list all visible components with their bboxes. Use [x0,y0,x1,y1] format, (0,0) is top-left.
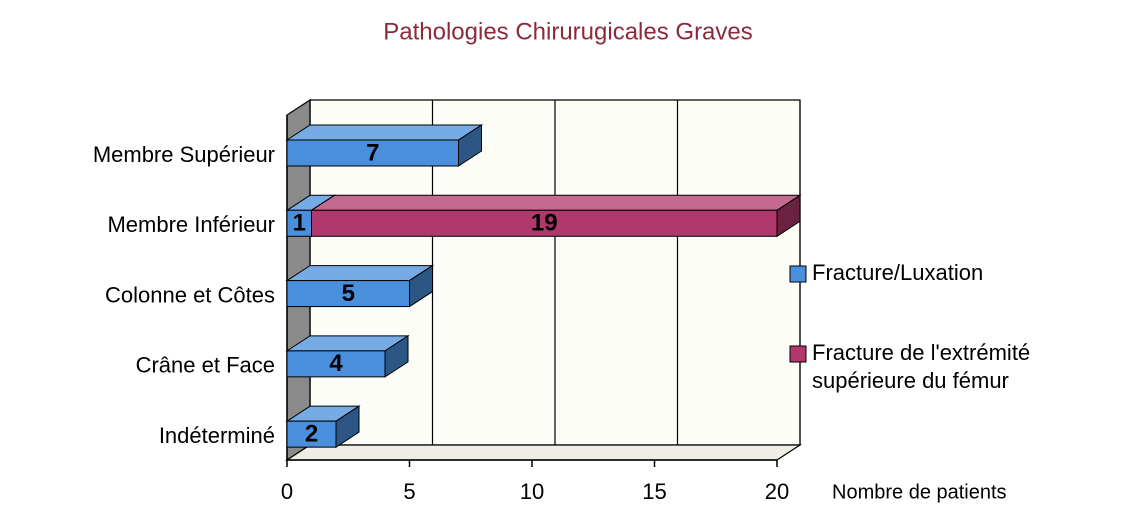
bar-top [309,194,802,211]
x-tick-label: 20 [765,479,789,504]
x-tick-label: 0 [281,479,293,504]
bar-front [286,209,312,237]
legend-swatch [789,345,807,363]
bar [285,124,484,167]
data-label: 7 [366,139,379,166]
data-label: 1 [293,210,306,237]
bar-front [311,209,778,237]
y-tick-label: Indéterminé [159,423,275,448]
y-tick-label: Colonne et Côtes [105,282,275,307]
bar-top [285,124,484,141]
data-label: 2 [305,421,318,448]
x-tick-label: 10 [520,479,544,504]
bar-front [286,350,386,378]
bar [285,405,361,449]
y-tick-label: Membre Supérieur [93,142,275,167]
bar-front [286,280,410,308]
y-tick-label: Crâne et Face [136,353,275,378]
chart-title: Pathologies Chirurugicales Graves [383,18,753,45]
bar-front [286,420,337,448]
legend-label: Fracture/Luxation [812,260,984,285]
bar [285,334,410,378]
bar [309,194,802,238]
y-tick-label: Membre Inférieur [107,212,275,237]
legend-swatch [789,265,807,283]
bar-top [285,265,435,282]
floor [284,444,803,461]
data-label: 5 [342,280,355,307]
data-label: 19 [531,210,558,237]
bar-front [286,139,459,167]
x-tick-label: 15 [642,479,666,504]
bar [285,264,435,308]
data-label: 4 [329,350,343,377]
legend-label: Fracture de l'extrémité supérieure du fé… [812,340,1031,393]
x-axis-label: Nombre de patients [832,481,1007,503]
x-tick-label: 5 [403,479,415,504]
